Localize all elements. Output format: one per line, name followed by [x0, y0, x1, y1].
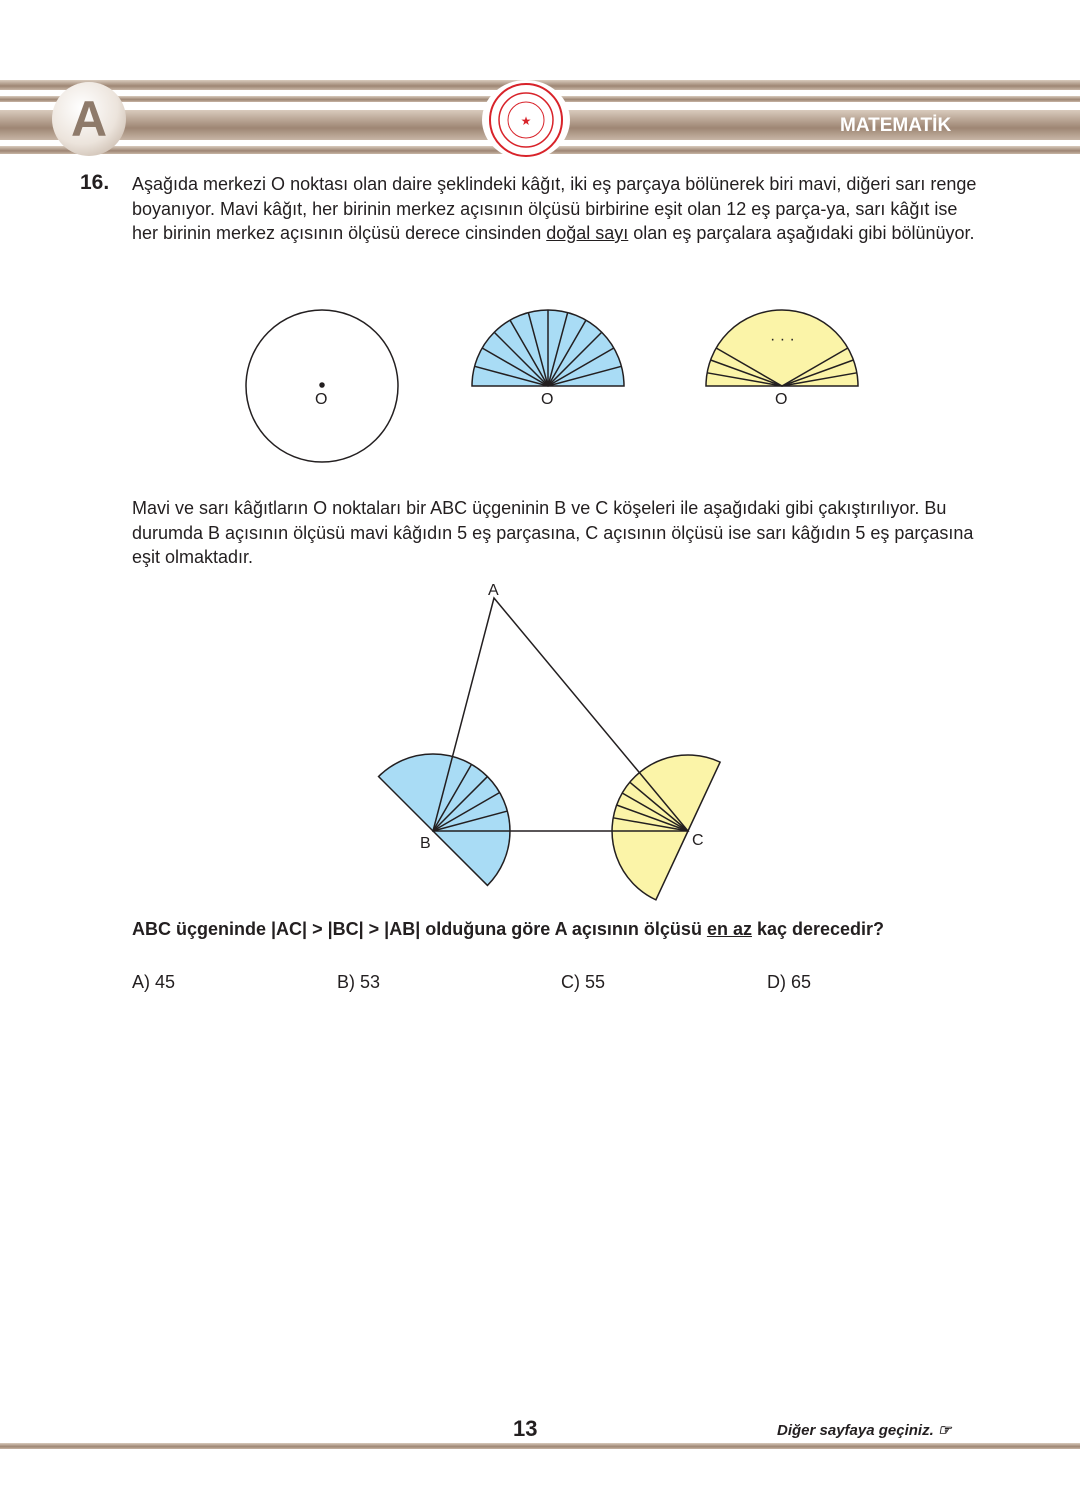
blue-slice-line — [547, 319, 587, 387]
question-intro: Aşağıda merkezi O noktası olan daire şek… — [132, 172, 982, 246]
label-o-yellow: O — [775, 391, 787, 408]
intro-underline: doğal sayı — [546, 223, 629, 243]
label-b: B — [420, 835, 431, 852]
blue-slice-line — [547, 347, 615, 387]
blue-slice-line — [527, 312, 549, 387]
blue-slice-line — [474, 365, 549, 387]
yellow-slice-line-c — [621, 792, 689, 832]
label-dots: · · · — [770, 331, 795, 348]
blue-slice-line-b — [432, 791, 501, 832]
yellow-slice-line — [710, 359, 783, 387]
question-prompt: ABC üçgeninde |AC| > |BC| > |AB| olduğun… — [132, 919, 884, 940]
middle-text: Mavi ve sarı kâğıtların O noktaları bir … — [132, 498, 974, 567]
next-page-note: Diğer sayfaya geçiniz. ☞ — [777, 1422, 952, 1439]
intro-text: Aşağıda merkezi O noktası olan daire şek… — [132, 174, 977, 243]
blue-slice-line — [547, 365, 622, 387]
center-point — [319, 382, 325, 388]
yellow-semicircle — [705, 309, 859, 387]
yellow-slice-line-c — [616, 804, 689, 832]
label-o-circle: O — [315, 391, 327, 408]
subject-title: MATEMATİK — [840, 115, 952, 136]
blue-slice-line — [547, 331, 603, 387]
question-number: 16. — [80, 171, 110, 194]
label-o-blue: O — [541, 391, 553, 408]
footer-band — [0, 1443, 1080, 1449]
option-d[interactable]: D) 65 — [767, 972, 812, 992]
blue-slice-line — [493, 331, 549, 387]
blue-slice-line-b — [432, 776, 488, 832]
blue-slice-line-b — [432, 810, 508, 832]
yellow-slice-line — [781, 347, 849, 387]
prompt-text-end: kaç derecedir? — [751, 919, 885, 939]
booklet-badge: A — [52, 82, 126, 156]
circle-paper — [245, 309, 399, 463]
yellow-slice-line — [707, 372, 783, 387]
option-b[interactable]: B) 53 — [337, 972, 381, 992]
prompt-underline: en az — [706, 919, 752, 939]
page-number: 13 — [513, 1416, 538, 1441]
label-a: A — [488, 582, 499, 599]
svg-text:★: ★ — [521, 114, 532, 128]
intro-text-end: olan eş parçalara aşağıdaki gibi bölünüy… — [628, 223, 975, 243]
ministry-seal-logo: ★ — [482, 80, 570, 160]
option-c[interactable]: C) 55 — [561, 972, 606, 992]
blue-slice-line — [509, 319, 549, 387]
yellow-slice-line — [781, 372, 857, 387]
prompt-text: ABC üçgeninde |AC| > |BC| > |AB| olduğun… — [132, 919, 707, 939]
blue-slice-line — [481, 347, 549, 387]
yellow-slice-line — [781, 359, 854, 387]
option-a[interactable]: A) 45 — [132, 972, 176, 992]
blue-slice-line-b — [432, 763, 473, 832]
label-c: C — [692, 832, 704, 849]
yellow-slice-line — [715, 347, 783, 387]
blue-slice-line — [547, 312, 569, 387]
yellow-slice-line-c — [629, 781, 689, 832]
triangle-abc — [432, 596, 690, 832]
yellow-slice-line-c — [613, 817, 689, 832]
